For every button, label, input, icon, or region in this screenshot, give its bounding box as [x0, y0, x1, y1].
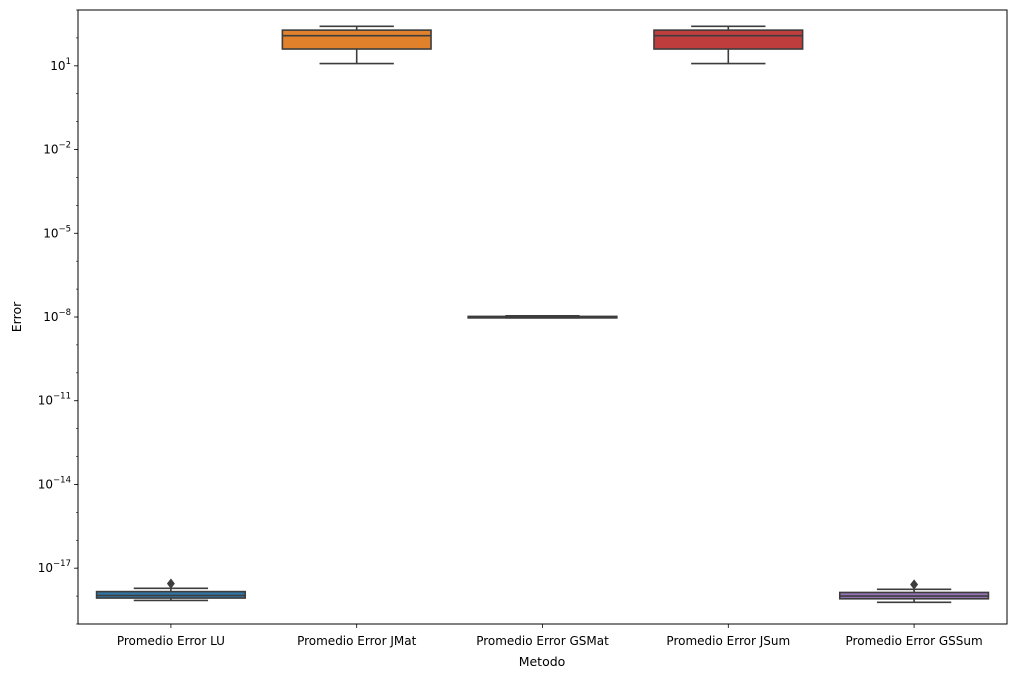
- y-tick-label: 10−17: [38, 559, 71, 575]
- x-tick-label: Promedio Error GSMat: [476, 634, 609, 648]
- y-axis-label: Error: [9, 301, 24, 332]
- y-tick-label: 10−2: [43, 141, 71, 157]
- y-tick-label: 101: [50, 57, 71, 73]
- x-tick-label: Promedio Error LU: [117, 634, 225, 648]
- y-tick-label: 10−8: [43, 308, 71, 324]
- box-0: [95, 578, 247, 602]
- x-axis-label: Metodo: [519, 654, 566, 669]
- x-axis: Promedio Error LU Promedio Error JMat Prom…: [117, 624, 983, 648]
- box-4: [838, 579, 990, 604]
- outlier-point: [910, 579, 919, 590]
- boxes: [95, 25, 990, 604]
- outlier-point: [166, 578, 175, 589]
- box-iqr: [653, 29, 804, 50]
- box-iqr: [281, 29, 432, 50]
- box-3: [653, 25, 804, 65]
- x-tick-label: Promedio Error JMat: [297, 634, 417, 648]
- y-axis: 101 10−2 10−5 10−8 10−11 10−14 10−17: [38, 9, 78, 625]
- y-tick-label: 10−5: [43, 224, 71, 240]
- x-tick-label: Promedio Error JSum: [666, 634, 790, 648]
- y-tick-label: 10−11: [38, 392, 71, 408]
- box-1: [281, 25, 432, 65]
- y-tick-label: 10−14: [38, 475, 71, 491]
- box-2: [467, 315, 618, 319]
- x-tick-label: Promedio Error GSSum: [846, 634, 983, 648]
